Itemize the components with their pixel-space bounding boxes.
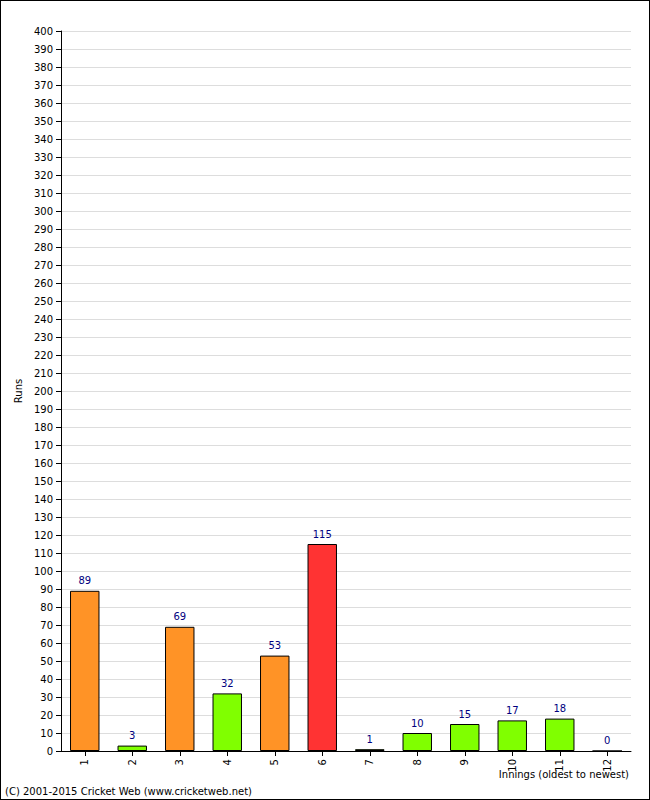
svg-text:9: 9 [459, 759, 470, 765]
svg-text:240: 240 [34, 314, 53, 325]
svg-text:360: 360 [34, 98, 53, 109]
svg-text:1: 1 [79, 759, 90, 765]
svg-text:370: 370 [34, 80, 53, 91]
svg-text:12: 12 [602, 759, 613, 772]
svg-text:40: 40 [40, 674, 53, 685]
svg-text:3: 3 [129, 730, 135, 741]
svg-text:330: 330 [34, 152, 53, 163]
svg-text:11: 11 [554, 759, 565, 772]
svg-text:160: 160 [34, 458, 53, 469]
svg-text:10: 10 [40, 728, 53, 739]
svg-text:270: 270 [34, 260, 53, 271]
svg-text:0: 0 [604, 735, 610, 746]
svg-text:17: 17 [506, 705, 519, 716]
svg-text:140: 140 [34, 494, 53, 505]
svg-text:89: 89 [78, 575, 91, 586]
svg-text:120: 120 [34, 530, 53, 541]
svg-text:380: 380 [34, 62, 53, 73]
svg-text:3: 3 [174, 759, 185, 765]
svg-text:170: 170 [34, 440, 53, 451]
svg-text:10: 10 [507, 759, 518, 772]
svg-text:350: 350 [34, 116, 53, 127]
svg-text:320: 320 [34, 170, 53, 181]
svg-text:0: 0 [47, 746, 53, 757]
svg-text:290: 290 [34, 224, 53, 235]
svg-text:30: 30 [40, 692, 53, 703]
svg-text:220: 220 [34, 350, 53, 361]
svg-text:4: 4 [222, 759, 233, 765]
svg-text:150: 150 [34, 476, 53, 487]
svg-text:(C) 2001-2015 Cricket Web (www: (C) 2001-2015 Cricket Web (www.cricketwe… [5, 786, 252, 797]
svg-text:80: 80 [40, 602, 53, 613]
svg-text:260: 260 [34, 278, 53, 289]
svg-text:300: 300 [34, 206, 53, 217]
svg-text:20: 20 [40, 710, 53, 721]
svg-text:5: 5 [269, 759, 280, 765]
svg-text:2: 2 [127, 759, 138, 765]
svg-text:32: 32 [221, 678, 234, 689]
svg-text:15: 15 [458, 709, 471, 720]
svg-text:70: 70 [40, 620, 53, 631]
svg-text:10: 10 [411, 718, 424, 729]
svg-text:6: 6 [317, 759, 328, 765]
svg-text:Runs: Runs [13, 379, 24, 403]
svg-text:280: 280 [34, 242, 53, 253]
svg-text:69: 69 [173, 611, 186, 622]
svg-text:50: 50 [40, 656, 53, 667]
svg-text:250: 250 [34, 296, 53, 307]
svg-text:180: 180 [34, 422, 53, 433]
svg-text:130: 130 [34, 512, 53, 523]
svg-text:400: 400 [34, 26, 53, 37]
svg-text:190: 190 [34, 404, 53, 415]
svg-text:8: 8 [412, 759, 423, 765]
svg-text:60: 60 [40, 638, 53, 649]
svg-text:100: 100 [34, 566, 53, 577]
svg-text:200: 200 [34, 386, 53, 397]
svg-text:90: 90 [40, 584, 53, 595]
svg-text:1: 1 [367, 734, 373, 745]
svg-text:53: 53 [268, 640, 281, 651]
svg-text:310: 310 [34, 188, 53, 199]
svg-text:210: 210 [34, 368, 53, 379]
svg-text:390: 390 [34, 44, 53, 55]
svg-text:18: 18 [553, 703, 566, 714]
svg-text:340: 340 [34, 134, 53, 145]
svg-text:Innings (oldest to newest): Innings (oldest to newest) [498, 768, 629, 780]
svg-text:7: 7 [364, 759, 375, 765]
svg-text:115: 115 [313, 529, 332, 540]
svg-text:230: 230 [34, 332, 53, 343]
svg-text:110: 110 [34, 548, 53, 559]
